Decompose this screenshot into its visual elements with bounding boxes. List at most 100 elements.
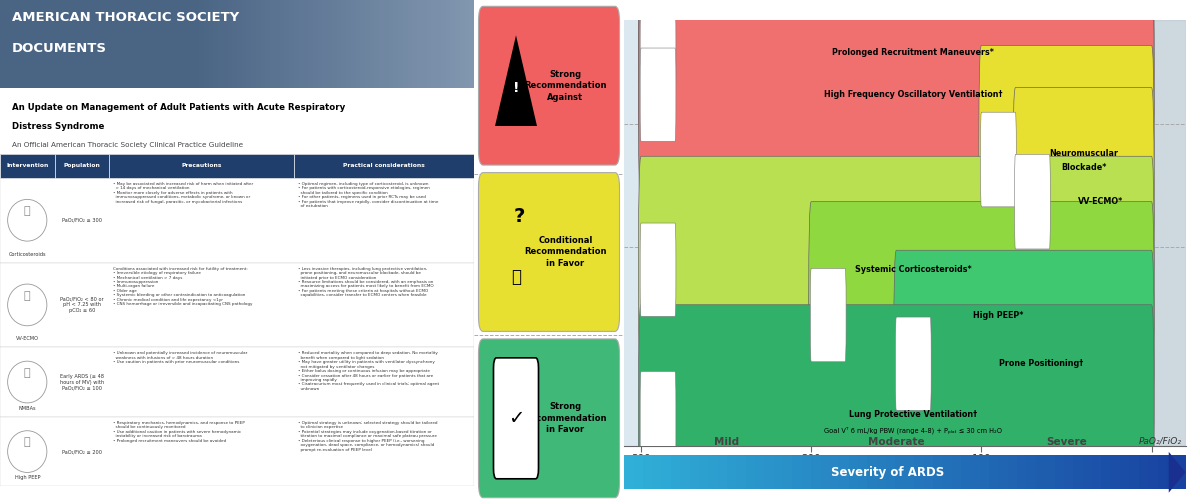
FancyBboxPatch shape [640,6,676,99]
Bar [1148,455,1159,489]
Bar [1008,455,1019,489]
Bar [0,417,474,486]
Bar [455,0,460,88]
Text: An Official American Thoracic Society Clinical Practice Guideline: An Official American Thoracic Society Cl… [12,142,242,148]
Bar [774,455,785,489]
Bar [727,455,738,489]
Bar [1139,455,1150,489]
Text: Population: Population [64,163,101,168]
Bar [1102,455,1112,489]
Bar [241,0,246,88]
Bar [643,455,653,489]
Bar [784,455,793,489]
Bar [1082,455,1093,489]
Bar [304,0,308,88]
Bar [1129,455,1140,489]
Bar [223,0,228,88]
Text: • May be associated with increased risk of harm when initiated after
  > 14 days: • May be associated with increased risk … [113,182,253,204]
Bar [718,455,728,489]
Text: Severe: Severe [1046,437,1087,447]
Bar [218,0,223,88]
Bar [365,0,370,88]
Bar [821,455,832,489]
Bar [355,0,360,88]
Bar [708,455,719,489]
FancyBboxPatch shape [980,112,1016,207]
Bar [1055,455,1066,489]
Bar [634,455,644,489]
FancyBboxPatch shape [1013,88,1154,316]
Bar [811,20,982,446]
FancyBboxPatch shape [638,156,1154,383]
Bar [624,455,635,489]
Text: Corticosteroids: Corticosteroids [8,251,46,257]
Bar [270,0,275,88]
Bar [989,455,1000,489]
FancyBboxPatch shape [979,45,1154,274]
FancyBboxPatch shape [640,371,676,473]
Bar [0,486,474,504]
Bar [427,0,431,88]
FancyBboxPatch shape [895,317,931,410]
Bar [256,0,260,88]
Bar [350,0,355,88]
Circle shape [7,361,47,403]
Bar [868,455,878,489]
Bar [1045,455,1056,489]
Text: Early ARDS (≤ 48
hours of MV) with
PaO₂/FiO₂ ≤ 100: Early ARDS (≤ 48 hours of MV) with PaO₂/… [60,374,104,390]
Text: PaO₂/FiO₂: PaO₂/FiO₂ [1139,437,1182,446]
Bar [905,455,916,489]
Text: Lung Protective Ventilation†: Lung Protective Ventilation† [850,410,977,419]
Bar [1036,455,1046,489]
Bar [394,0,398,88]
Bar [408,0,413,88]
Bar [233,0,238,88]
FancyBboxPatch shape [493,358,539,479]
Bar [839,455,850,489]
Bar [190,0,194,88]
Circle shape [7,431,47,472]
Bar [745,455,756,489]
Bar [0,347,474,417]
Bar [698,455,709,489]
Bar [652,455,662,489]
Circle shape [7,200,47,241]
Bar [204,0,209,88]
Bar [389,0,394,88]
FancyBboxPatch shape [640,48,676,142]
Bar [294,154,474,178]
Text: Systemic Corticosteroids*: Systemic Corticosteroids* [854,265,972,274]
Text: Prone Positioning†: Prone Positioning† [998,359,1084,368]
Text: 👥: 👥 [511,268,521,286]
Bar [830,455,840,489]
Text: Precautions: Precautions [181,163,222,168]
Bar [336,0,341,88]
Text: Severity of ARDS: Severity of ARDS [832,466,944,479]
Text: VV-ECMO: VV-ECMO [16,336,38,341]
Text: DOCUMENTS: DOCUMENTS [12,42,107,55]
Bar [209,0,214,88]
Text: NMBAs: NMBAs [18,406,36,411]
Text: PaO₂/FiO₂ ≤ 300: PaO₂/FiO₂ ≤ 300 [61,218,102,223]
Bar [331,0,336,88]
Bar [260,0,265,88]
Bar [422,0,427,88]
Text: Conditional
Recommendation
in Favor: Conditional Recommendation in Favor [524,236,607,268]
Text: • Optimal strategy is unknown; selected strategy should be tailored
  to clinici: • Optimal strategy is unknown; selected … [298,421,437,452]
Bar [265,0,270,88]
Bar [328,0,331,88]
Bar [1018,455,1027,489]
Text: Practical considerations: Practical considerations [343,163,425,168]
Bar [299,0,304,88]
Bar [979,455,990,489]
Bar [308,0,313,88]
Text: AMERICAN THORACIC SOCIETY: AMERICAN THORACIC SOCIETY [12,11,239,24]
Bar [737,455,746,489]
Text: High PEEP*: High PEEP* [973,310,1024,320]
Bar [436,0,440,88]
Bar [624,20,811,446]
Bar [194,0,199,88]
Bar [0,263,474,347]
Bar [318,0,323,88]
Bar [982,20,1186,446]
